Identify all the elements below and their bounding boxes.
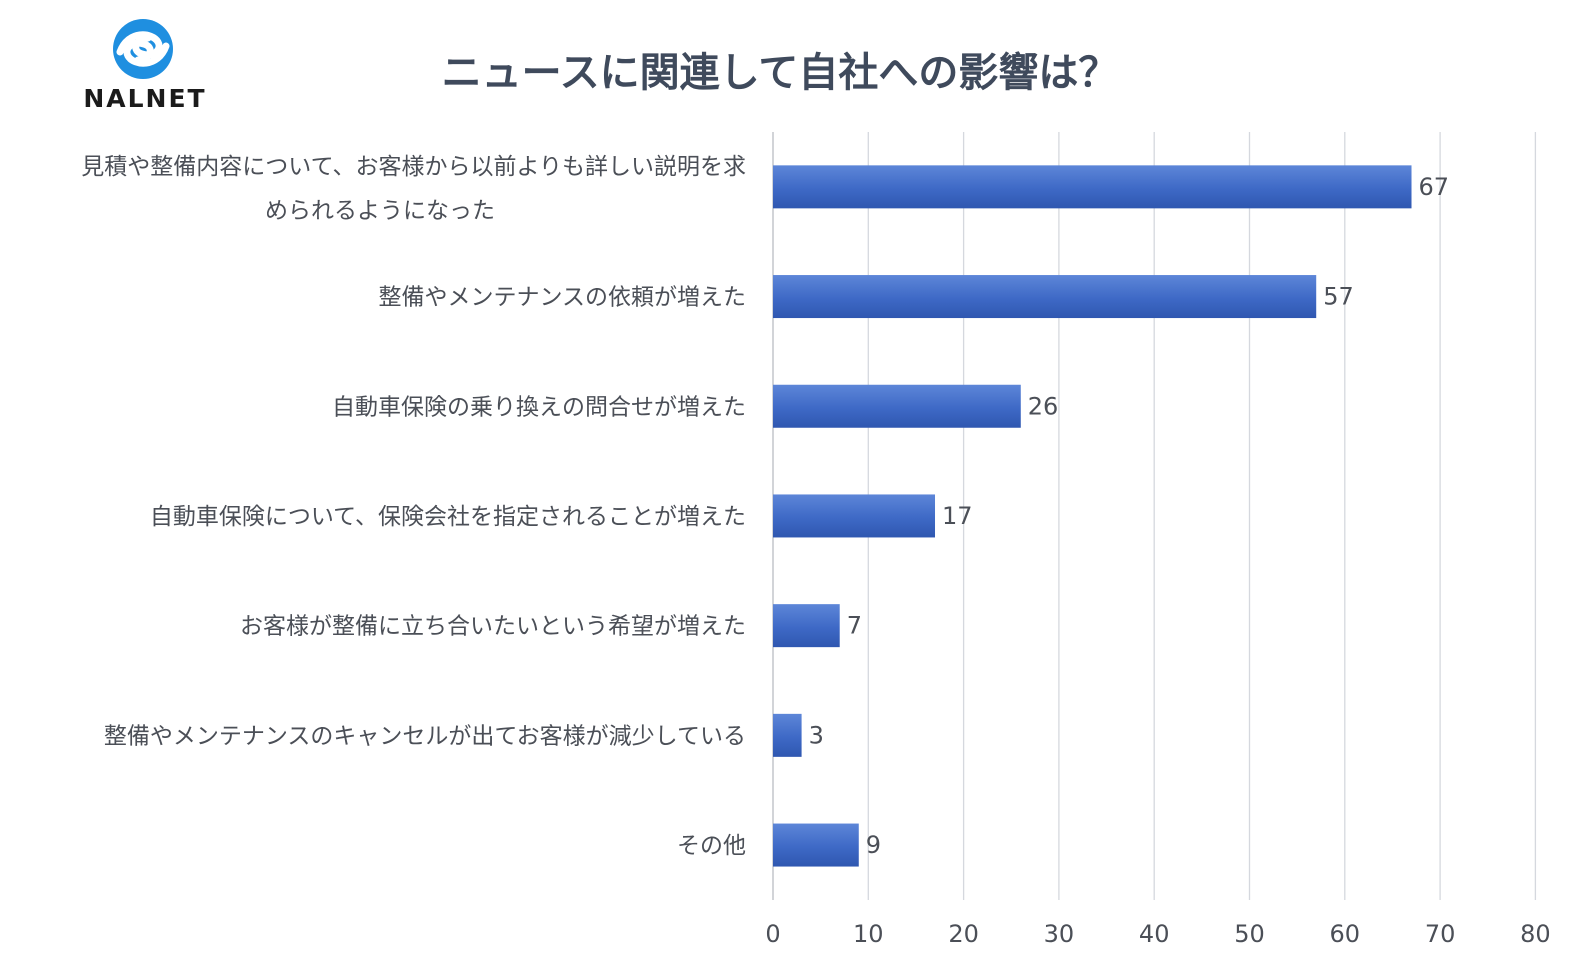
x-tick-label: 70 (1425, 920, 1456, 948)
value-label: 9 (866, 831, 881, 859)
x-tick-label: 60 (1330, 920, 1361, 948)
category-label: 見積や整備内容について、お客様から以前よりも詳しい説明を求 (81, 154, 746, 180)
category-label: お客様が整備に立ち合いたいという希望が増えた (240, 614, 746, 640)
chart-title: ニュースに関連して自社への影響は？ (441, 50, 1119, 96)
bar (773, 165, 1412, 209)
bar (773, 713, 802, 757)
value-label: 26 (1028, 392, 1059, 420)
x-tick-labels: 0 10 20 30 40 50 60 70 80 (765, 920, 1550, 948)
x-tick-label: 50 (1234, 920, 1265, 948)
value-label: 67 (1419, 173, 1450, 201)
value-label: 17 (942, 502, 973, 530)
bar (773, 275, 1317, 319)
x-tick-label: 20 (948, 920, 979, 948)
category-label: 整備やメンテナンスの依頼が増えた (378, 285, 746, 311)
bar (773, 604, 840, 648)
x-tick-label: 80 (1520, 920, 1551, 948)
category-label: 整備やメンテナンスのキャンセルが出てお客様が減少している (104, 723, 746, 749)
x-tick-label: 30 (1044, 920, 1075, 948)
bar (773, 384, 1021, 428)
value-label: 57 (1323, 283, 1354, 311)
logo-text: NALNET (83, 84, 207, 113)
value-label: 7 (847, 612, 862, 640)
x-tick-label: 0 (765, 920, 780, 948)
category-label: められるようになった (265, 198, 495, 224)
category-label: 自動車保険について、保険会社を指定されることが増えた (150, 504, 746, 530)
bar (773, 823, 859, 867)
category-label: その他 (677, 833, 746, 859)
x-tick-label: 10 (853, 920, 884, 948)
nalnet-logo: NALNET (60, 18, 230, 113)
value-label: 3 (809, 721, 824, 749)
bars (773, 165, 1412, 867)
bar (773, 494, 936, 538)
category-labels: 見積や整備内容について、お客様から以前よりも詳しい説明を求められるようになった整… (81, 154, 746, 859)
category-label: 自動車保険の乗り換えの問合せが増えた (332, 394, 746, 420)
logo-mark-icon (113, 19, 173, 79)
x-tick-label: 40 (1139, 920, 1170, 948)
value-labels: 67 57 26 17 7 3 9 (809, 173, 1449, 859)
